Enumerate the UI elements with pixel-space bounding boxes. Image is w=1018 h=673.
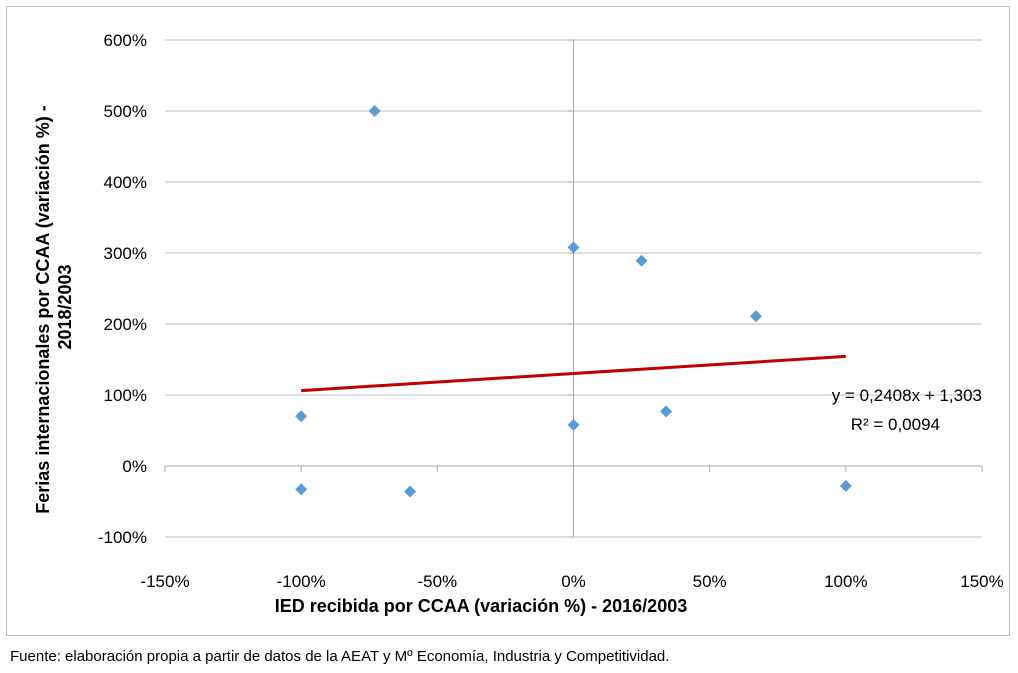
- data-point: [404, 485, 417, 498]
- x-tick-label: -100%: [277, 572, 326, 591]
- source-note: Fuente: elaboración propia a partir de d…: [10, 648, 670, 665]
- chart-area: -100% 0% 100% 200% 300% 400% 500% 600% -150% -100…: [6, 6, 1010, 636]
- data-point: [749, 310, 762, 323]
- tick-labels: -100% 0% 100% 200% 300% 400% 500% 600% -150% -100…: [98, 31, 1004, 591]
- data-point: [660, 405, 673, 418]
- y-tick-label: -100%: [98, 528, 147, 547]
- trendline: [301, 354, 846, 393]
- data-point: [839, 479, 852, 492]
- trendline-equation: y = 0,2408x + 1,303: [832, 386, 982, 405]
- axes: [164, 39, 983, 538]
- x-axis-title: IED recibida por CCAA (variación %) - 20…: [275, 596, 687, 616]
- x-tick-label: -150%: [140, 572, 189, 591]
- data-point: [635, 254, 648, 267]
- scatter-plot: -100% 0% 100% 200% 300% 400% 500% 600% -150% -100…: [33, 31, 1004, 616]
- y-axis-title: Ferias internacionales por CCAA (variaci…: [33, 100, 75, 513]
- y-tick-label: 100%: [104, 386, 147, 405]
- x-tick-label: 100%: [824, 572, 867, 591]
- data-point: [368, 105, 381, 117]
- trendline-layer: [301, 354, 846, 393]
- y-tick-label: 300%: [104, 244, 147, 263]
- y-axis-title-line2: 2018/2003: [55, 264, 75, 349]
- data-point: [295, 483, 308, 496]
- trendline-r-squared: R² = 0,0094: [851, 415, 940, 434]
- data-point: [295, 410, 308, 423]
- x-tick-label: -50%: [417, 572, 457, 591]
- data-points: [295, 105, 852, 498]
- y-tick-label: 200%: [104, 315, 147, 334]
- y-tick-label: 400%: [104, 173, 147, 192]
- y-tick-label: 500%: [104, 102, 147, 121]
- y-tick-label: 600%: [104, 31, 147, 50]
- x-tick-label: 150%: [960, 572, 1003, 591]
- y-tick-label: 0%: [122, 457, 147, 476]
- x-tick-label: 50%: [693, 572, 727, 591]
- data-point: [567, 241, 580, 254]
- y-axis-title-line1: Ferias internacionales por CCAA (variaci…: [33, 105, 53, 513]
- data-point: [567, 418, 580, 431]
- x-tick-label: 0%: [561, 572, 586, 591]
